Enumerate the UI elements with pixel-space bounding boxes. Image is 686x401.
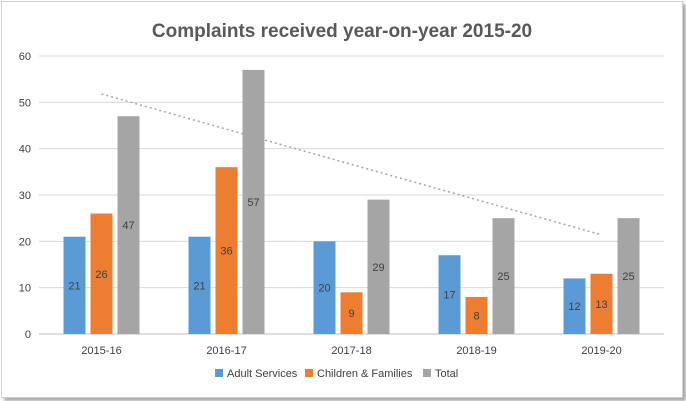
bar (492, 218, 515, 334)
y-tick-label: 50 (19, 97, 31, 109)
bar (63, 236, 86, 334)
legend-swatch (305, 369, 313, 377)
legend-swatch (215, 369, 223, 377)
trendline-layer (101, 93, 602, 236)
data-label: 17 (443, 290, 455, 302)
data-label: 29 (372, 262, 384, 274)
y-tick-label: 40 (19, 144, 31, 156)
legend-label: Total (435, 368, 458, 380)
legend-label: Children & Families (317, 368, 413, 380)
data-label: 21 (68, 280, 80, 292)
data-label: 9 (348, 308, 354, 320)
bar (465, 296, 488, 334)
grid-lines (39, 55, 664, 335)
data-label: 25 (622, 271, 634, 283)
bar (90, 213, 113, 334)
chart: Complaints received year-on-year 2015-20… (19, 21, 664, 380)
x-tick-label: 2017-18 (331, 345, 371, 357)
bar (242, 69, 265, 335)
data-label: 26 (95, 269, 107, 281)
bar (590, 273, 613, 334)
bar (563, 278, 586, 334)
bar (117, 116, 140, 334)
y-tick-label: 0 (25, 329, 31, 341)
data-label: 47 (122, 220, 134, 232)
bar (215, 167, 238, 334)
data-label: 8 (473, 310, 479, 322)
trendline (101, 93, 602, 236)
bar (367, 199, 390, 334)
data-label: 21 (193, 280, 205, 292)
data-label: 13 (595, 299, 607, 311)
bar (340, 292, 363, 334)
legend: Adult Services Children & Families Total (215, 368, 458, 380)
x-tick-label: 2019-20 (581, 345, 621, 357)
x-tick-label: 2016-17 (206, 345, 246, 357)
y-tick-label: 20 (19, 236, 31, 248)
data-label: 25 (497, 271, 509, 283)
axes: 0 10 20 30 40 50 60 2015-16 2016-17 2017-18 2018-1… (19, 51, 622, 357)
x-tick-label: 2015-16 (81, 345, 121, 357)
data-label: 12 (568, 301, 580, 313)
bars (63, 69, 640, 335)
bar (438, 255, 461, 334)
chart-title: Complaints received year-on-year 2015-20 (152, 21, 532, 42)
y-tick-label: 10 (19, 283, 31, 295)
y-tick-label: 30 (19, 190, 31, 202)
legend-swatch (423, 369, 431, 377)
data-label: 36 (220, 246, 232, 258)
bar (617, 218, 640, 334)
data-labels: 21 26 47 21 36 57 20 9 29 17 8 25 12 13 25 (68, 197, 634, 323)
bar (188, 236, 211, 334)
bar (313, 241, 336, 334)
x-tick-label: 2018-19 (456, 345, 496, 357)
data-label: 57 (247, 197, 259, 209)
y-tick-label: 60 (19, 51, 31, 63)
data-label: 20 (318, 283, 330, 295)
legend-label: Adult Services (227, 368, 298, 380)
